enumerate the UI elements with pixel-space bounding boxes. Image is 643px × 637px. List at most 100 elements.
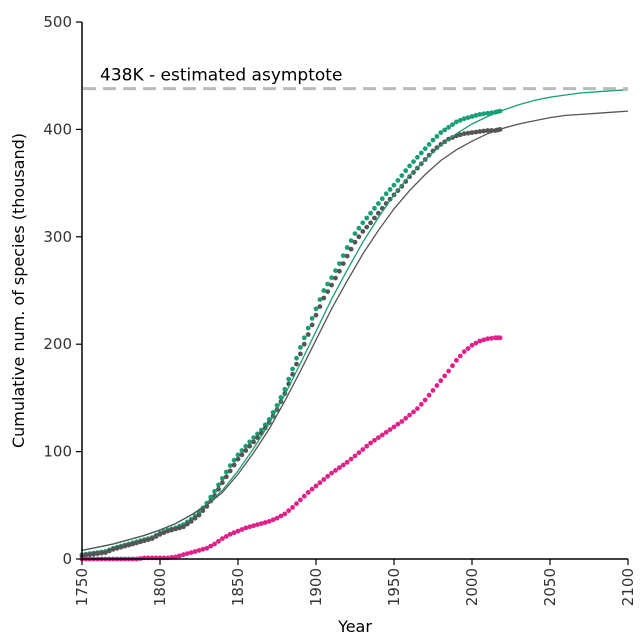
data-point [348,238,354,244]
data-point [461,131,467,137]
data-point [305,325,311,331]
data-point [216,486,221,492]
data-point [83,552,89,558]
data-point [411,409,416,415]
data-point [313,483,319,489]
data-point [286,376,292,382]
data-point [294,361,299,367]
data-point [294,501,299,507]
axes-layer: 1750 1800 1850 1900 1950 2000 2050 2100 0 100 200… [9,13,637,636]
data-point [457,117,463,123]
data-point [387,187,393,192]
data-point [457,132,463,138]
data-point [325,281,331,287]
data-point [290,505,295,510]
data-point [415,154,420,160]
data-point [469,342,475,348]
data-point [399,419,405,424]
data-point [188,519,194,524]
data-point [411,159,416,165]
data-point [344,253,350,259]
data-point [442,127,448,133]
data-point [391,424,397,430]
data-point [99,550,104,556]
point-series-1 [79,126,503,559]
data-point [450,363,455,369]
data-point [340,261,346,266]
data-point [255,522,260,527]
data-point [235,528,241,534]
data-point [173,554,179,560]
data-point [364,215,370,221]
data-point [243,448,249,453]
data-point [223,534,229,539]
data-point [110,546,116,552]
data-point [247,443,253,449]
data-point [333,275,338,281]
data-point [239,527,245,532]
data-point [438,142,444,147]
data-point [153,534,159,539]
y-tick-label: 100 [43,443,72,461]
data-point [181,524,186,530]
data-point [208,494,214,500]
data-point [481,111,487,117]
data-point [173,526,179,532]
data-point [290,366,295,372]
x-tick-label: 1950 [385,568,403,606]
data-point [317,480,323,486]
data-point [220,536,225,541]
data-point [282,386,288,392]
y-tick-label: 200 [43,335,72,353]
data-point [309,322,315,328]
data-point [379,432,385,438]
data-point [348,246,354,252]
data-point [212,488,218,494]
x-tick-label: 1850 [229,568,247,606]
data-point [298,345,303,350]
data-point [247,524,253,530]
data-point [379,196,385,202]
data-point [356,450,362,456]
data-point [372,215,377,221]
data-point [106,548,112,554]
data-point [329,275,334,280]
data-point [344,245,350,250]
data-point [204,545,210,551]
x-axis-title: Year [337,617,372,636]
data-point [227,531,233,537]
data-point [434,134,440,139]
data-point [239,452,245,458]
data-point [95,551,100,556]
data-point [317,297,323,302]
data-point [223,474,229,480]
data-point [118,544,124,550]
data-point [352,239,358,245]
data-point [383,429,389,435]
data-point [426,392,432,398]
data-point [485,336,490,342]
data-point [270,517,276,523]
data-point [461,349,467,355]
data-point [91,551,97,557]
fit-curve-3 [81,89,629,552]
data-point [446,124,451,130]
data-point [243,525,249,531]
data-point [473,129,479,135]
y-ticks: 0 100 200 300 400 500 [43,13,82,568]
data-point [301,335,307,341]
data-point [251,435,256,440]
data-point [145,537,151,543]
data-point [340,462,346,468]
data-point [477,338,483,344]
data-point [317,304,323,309]
data-point [368,210,373,216]
data-point [251,439,256,445]
data-point [188,550,194,555]
data-point [286,508,292,514]
data-point [184,551,190,556]
data-point [266,519,272,524]
data-point [231,462,237,468]
data-point [309,486,315,492]
